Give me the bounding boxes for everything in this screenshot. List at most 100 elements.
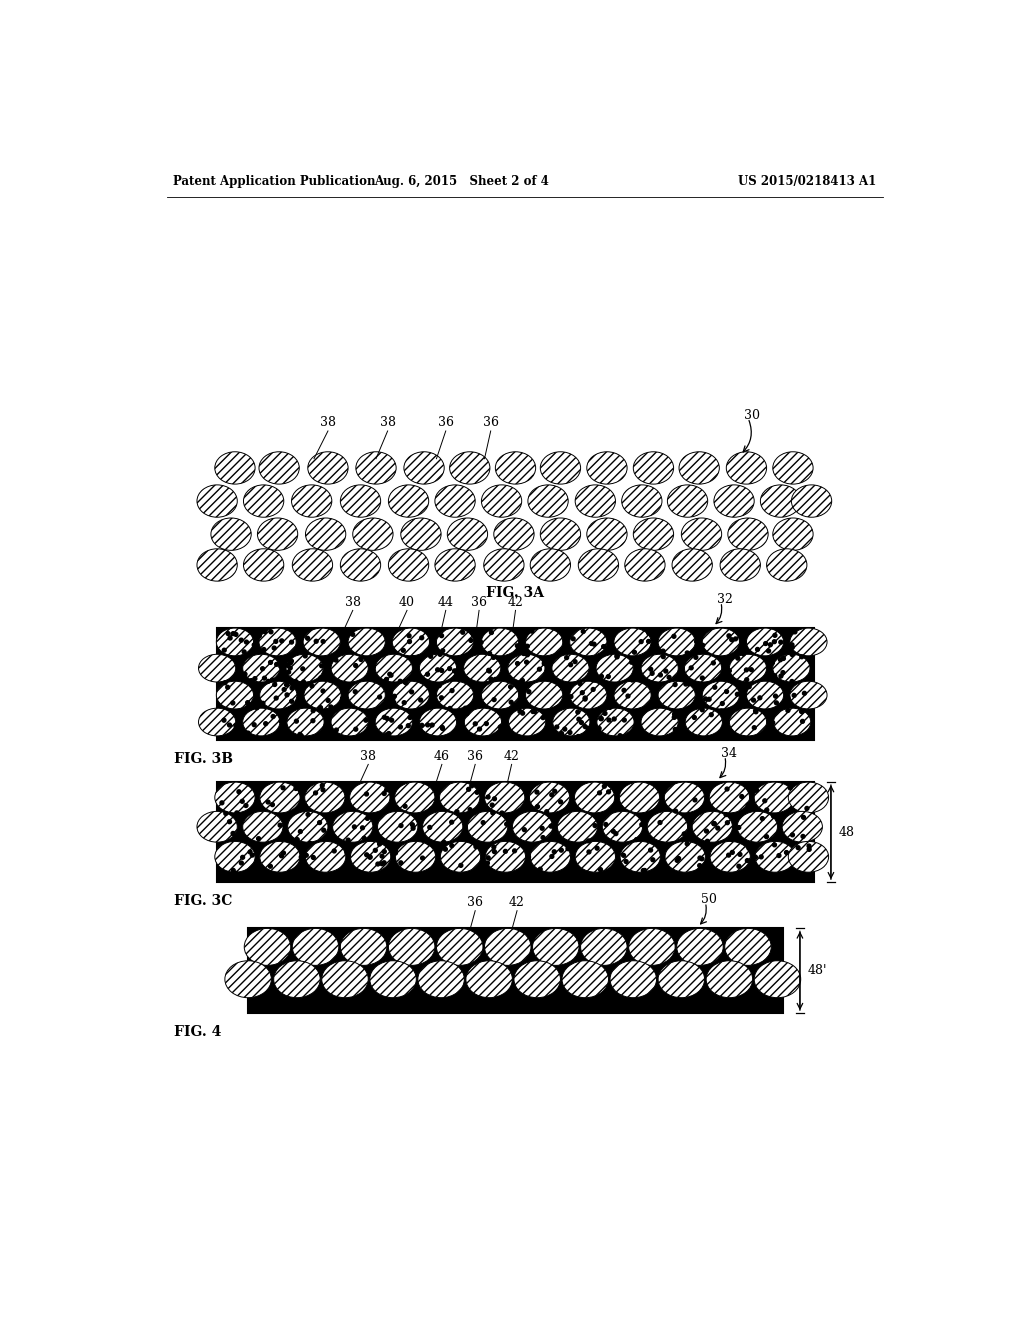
Ellipse shape <box>243 708 280 737</box>
Circle shape <box>362 837 366 841</box>
Ellipse shape <box>348 681 385 709</box>
Ellipse shape <box>420 655 457 682</box>
Circle shape <box>322 788 325 792</box>
Ellipse shape <box>436 928 483 965</box>
Circle shape <box>748 846 751 850</box>
Ellipse shape <box>541 517 581 550</box>
Ellipse shape <box>512 812 553 842</box>
Circle shape <box>378 696 382 700</box>
Circle shape <box>724 813 728 817</box>
Ellipse shape <box>484 928 531 965</box>
Ellipse shape <box>305 781 345 813</box>
Ellipse shape <box>530 549 570 581</box>
Circle shape <box>593 824 597 828</box>
Ellipse shape <box>418 961 464 998</box>
Ellipse shape <box>684 655 722 682</box>
Ellipse shape <box>658 961 705 998</box>
Circle shape <box>272 645 276 649</box>
Circle shape <box>684 682 688 686</box>
Circle shape <box>279 664 283 668</box>
Circle shape <box>426 723 430 727</box>
Circle shape <box>522 828 526 832</box>
Ellipse shape <box>579 549 618 581</box>
Circle shape <box>725 689 728 693</box>
Circle shape <box>738 853 742 857</box>
Circle shape <box>673 682 677 686</box>
Circle shape <box>269 630 273 634</box>
Ellipse shape <box>356 451 396 484</box>
Circle shape <box>791 833 795 837</box>
Circle shape <box>636 657 639 661</box>
Circle shape <box>421 857 425 859</box>
Ellipse shape <box>562 961 608 998</box>
Circle shape <box>549 824 553 828</box>
Text: 44: 44 <box>437 595 454 609</box>
Circle shape <box>515 644 519 648</box>
Circle shape <box>283 688 286 692</box>
Circle shape <box>298 733 302 737</box>
Circle shape <box>509 701 513 704</box>
Ellipse shape <box>464 708 502 737</box>
Circle shape <box>723 660 727 664</box>
Circle shape <box>778 657 782 661</box>
Circle shape <box>793 630 797 634</box>
Ellipse shape <box>259 451 299 484</box>
Circle shape <box>374 849 377 853</box>
Circle shape <box>556 706 560 709</box>
Ellipse shape <box>710 781 750 813</box>
Circle shape <box>531 710 535 714</box>
Circle shape <box>313 791 317 795</box>
Circle shape <box>673 713 677 717</box>
Ellipse shape <box>602 812 643 842</box>
Circle shape <box>494 677 498 681</box>
Ellipse shape <box>668 484 708 517</box>
Circle shape <box>257 837 260 841</box>
Circle shape <box>677 857 681 861</box>
Circle shape <box>550 793 554 797</box>
Ellipse shape <box>552 655 589 682</box>
Circle shape <box>781 671 784 675</box>
Circle shape <box>322 639 325 643</box>
Circle shape <box>273 639 278 643</box>
Ellipse shape <box>575 484 615 517</box>
Circle shape <box>713 685 717 689</box>
Circle shape <box>592 643 596 645</box>
Ellipse shape <box>641 655 678 682</box>
Circle shape <box>614 832 617 836</box>
Circle shape <box>541 836 545 840</box>
Circle shape <box>559 849 563 853</box>
Text: 36: 36 <box>471 595 487 609</box>
Circle shape <box>662 649 665 653</box>
Circle shape <box>753 726 756 730</box>
Circle shape <box>487 669 492 673</box>
Circle shape <box>504 849 507 853</box>
Ellipse shape <box>541 451 581 484</box>
Ellipse shape <box>197 484 238 517</box>
Ellipse shape <box>400 517 441 550</box>
Ellipse shape <box>614 628 651 656</box>
Circle shape <box>440 726 444 730</box>
Circle shape <box>295 719 298 723</box>
Circle shape <box>280 639 284 643</box>
Circle shape <box>535 791 539 795</box>
Circle shape <box>763 799 767 803</box>
Circle shape <box>631 876 635 880</box>
Circle shape <box>762 875 765 879</box>
Circle shape <box>322 828 326 832</box>
Circle shape <box>685 842 689 846</box>
Circle shape <box>720 702 724 705</box>
Circle shape <box>466 709 470 713</box>
Circle shape <box>618 734 622 738</box>
Circle shape <box>301 667 305 671</box>
Circle shape <box>443 847 447 851</box>
Ellipse shape <box>484 781 525 813</box>
Ellipse shape <box>199 708 236 737</box>
Circle shape <box>754 710 758 714</box>
Circle shape <box>231 832 234 836</box>
Circle shape <box>499 725 502 729</box>
Circle shape <box>566 846 570 850</box>
Circle shape <box>230 701 234 705</box>
Circle shape <box>773 694 777 698</box>
Ellipse shape <box>388 928 435 965</box>
Circle shape <box>451 689 454 693</box>
